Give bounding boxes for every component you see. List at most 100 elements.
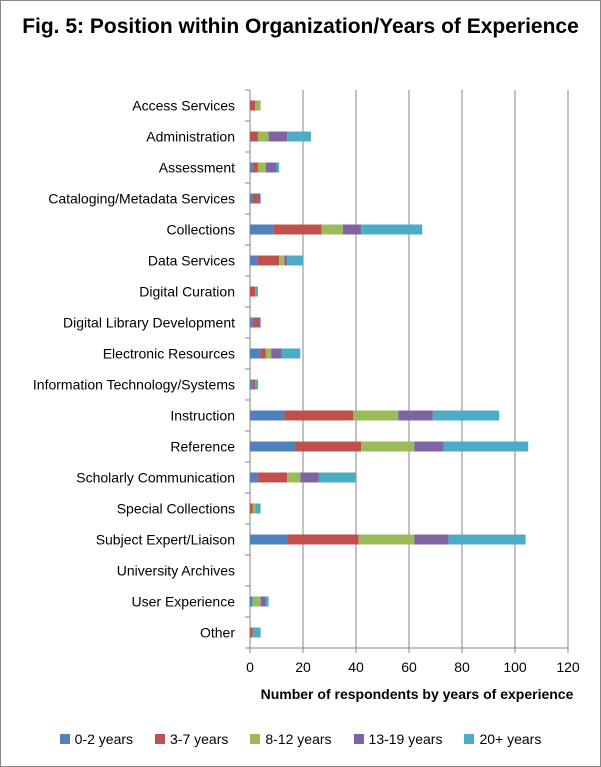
bar-segment	[255, 100, 261, 111]
bar-segment	[432, 410, 500, 421]
bar-segment	[284, 255, 288, 266]
x-tick-label: 80	[454, 659, 470, 675]
bar-segment	[448, 534, 526, 545]
bar-segment	[281, 348, 301, 359]
bar-segment	[276, 162, 280, 173]
category-label: Assessment	[159, 160, 235, 176]
bar-segment	[250, 131, 258, 142]
bar-segment	[268, 131, 288, 142]
bar-segment	[414, 441, 444, 452]
bar-segment	[257, 193, 261, 204]
bar-segment	[250, 627, 253, 638]
bar-segment	[250, 193, 253, 204]
bar-segment	[250, 348, 261, 359]
legend-swatch	[464, 734, 475, 744]
legend-item: 0-2 years	[59, 731, 134, 747]
bar-segment	[252, 162, 258, 173]
legend-item: 8-12 years	[250, 731, 332, 747]
bar-segment	[250, 100, 256, 111]
bar-segment	[250, 255, 258, 266]
bar-segment	[250, 317, 253, 328]
bar-segment	[287, 131, 311, 142]
legend-swatch	[353, 734, 364, 744]
bar-segment	[250, 286, 256, 297]
x-tick-label: 0	[246, 659, 254, 675]
category-label: Access Services	[132, 98, 235, 114]
bar-segment	[287, 472, 301, 483]
bar-segment	[252, 627, 261, 638]
gridlines	[245, 89, 569, 653]
bar-segment	[260, 348, 266, 359]
bar-segment	[342, 224, 362, 235]
x-tick-label: 120	[556, 659, 580, 675]
bar-segment	[358, 534, 415, 545]
legend-swatch	[250, 734, 261, 744]
category-label: Digital Curation	[139, 284, 235, 300]
bar-segment	[252, 503, 256, 514]
chart-title-text: Fig. 5: Position within Organization/Yea…	[22, 15, 579, 38]
bar-segment	[255, 503, 261, 514]
bar-segment	[318, 472, 356, 483]
category-label: Other	[200, 625, 235, 641]
bar-segment	[252, 379, 256, 390]
bar-segment	[295, 441, 362, 452]
bar-segment	[353, 410, 399, 421]
bar-segment	[257, 255, 280, 266]
bar-segment	[321, 224, 343, 235]
bar-segment	[250, 379, 253, 390]
legend-item: 13-19 years	[353, 731, 443, 747]
bar-segment	[287, 534, 359, 545]
category-label: University Archives	[117, 563, 235, 579]
bar-segment	[271, 348, 282, 359]
chart-title: Fig. 5: Position within Organization/Yea…	[0, 12, 601, 41]
category-label: Reference	[170, 439, 235, 455]
bar-segment	[257, 317, 261, 328]
category-label: User Experience	[132, 594, 236, 610]
category-label: Administration	[146, 129, 235, 145]
bar-segment	[250, 534, 288, 545]
category-label: Digital Library Development	[63, 315, 235, 331]
bar-segment	[287, 255, 303, 266]
x-tick-label: 20	[295, 659, 311, 675]
bar-segment	[265, 162, 277, 173]
category-label: Scholarly Communication	[76, 470, 235, 486]
bar-segment	[250, 162, 253, 173]
legend-label: 20+ years	[479, 731, 542, 747]
bar-segment	[414, 534, 449, 545]
bar-segment	[255, 379, 258, 390]
x-tick-label: 60	[401, 659, 417, 675]
bar-segment	[300, 472, 319, 483]
bar-segment	[443, 441, 529, 452]
bar-segment	[252, 596, 261, 607]
category-label: Subject Expert/Liaison	[96, 532, 235, 548]
bar-segment	[279, 255, 285, 266]
legend-item: 3-7 years	[155, 731, 228, 747]
category-label: Special Collections	[117, 501, 235, 517]
category-label: Cataloging/Metadata Services	[48, 191, 235, 207]
bar-segment	[250, 472, 258, 483]
legend-swatch	[155, 734, 166, 744]
category-label: Data Services	[148, 253, 235, 269]
legend-item: 20+ years	[464, 731, 541, 747]
bar-segment	[361, 441, 415, 452]
bar-segment	[398, 410, 433, 421]
category-label: Electronic Resources	[103, 346, 235, 362]
bar-segment	[250, 410, 285, 421]
bar-segment	[252, 193, 258, 204]
bar-series	[250, 100, 529, 638]
bar-segment	[265, 348, 272, 359]
legend-label: 0-2 years	[74, 731, 134, 747]
x-tick-label: 100	[503, 659, 527, 675]
bar-segment	[250, 503, 253, 514]
bar-segment	[273, 224, 322, 235]
x-axis-title: Number of respondents by years of experi…	[261, 686, 574, 702]
bar-segment	[257, 131, 269, 142]
legend: 0-2 years 3-7 years 8-12 years 13-19 years 2…	[0, 731, 601, 747]
bar-segment	[250, 596, 253, 607]
bar-segment	[250, 224, 274, 235]
bar-segment	[284, 410, 354, 421]
bar-segment	[265, 596, 269, 607]
bar-segment	[252, 317, 258, 328]
legend-label: 13-19 years	[368, 731, 443, 747]
